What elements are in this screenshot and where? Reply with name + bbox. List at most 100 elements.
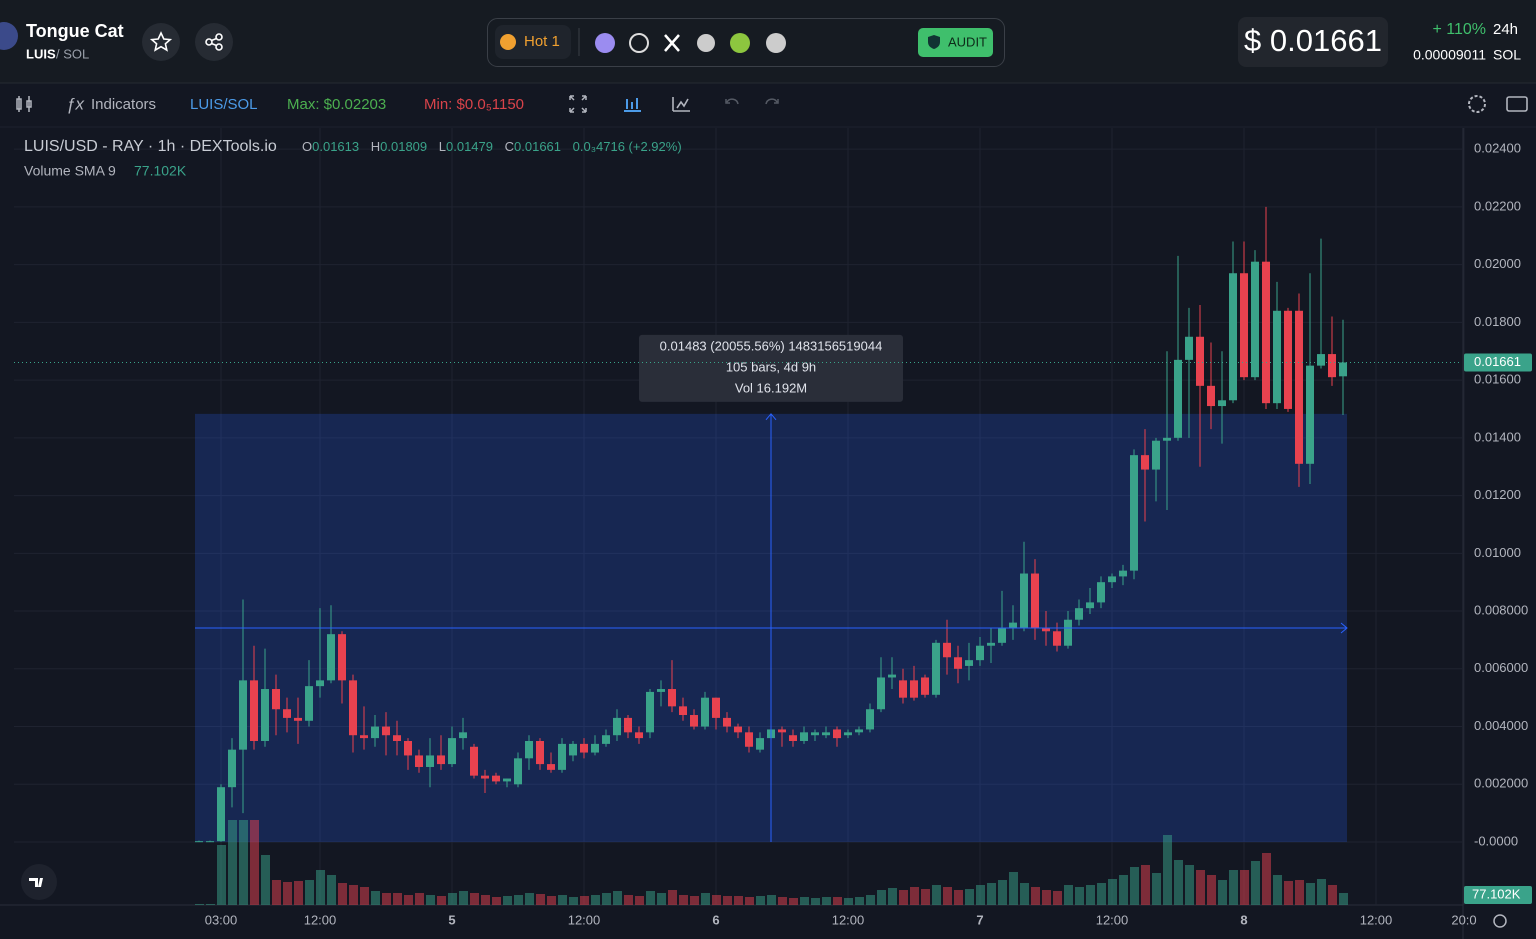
ohlc-legend: O0.01613 H0.01809 L0.01479 C0.01661 0.0₃… — [302, 139, 682, 154]
volume-bar — [294, 881, 303, 905]
volume-bar — [1020, 883, 1029, 905]
candle-body — [404, 740, 412, 756]
y-tick-label: -0.0000 — [1474, 833, 1518, 848]
candle-body — [1053, 631, 1061, 646]
volume-bar — [1328, 885, 1337, 905]
candle-body — [943, 642, 951, 658]
x-tick-label: 5 — [448, 912, 455, 927]
candle-body — [998, 628, 1006, 643]
measure-text: 105 bars, 4d 9h — [726, 359, 816, 374]
x-tick-label: 8 — [1240, 912, 1247, 927]
candle-body — [591, 743, 599, 753]
volume-bar — [690, 896, 699, 905]
volume-bar — [580, 896, 589, 905]
chart-type-icon[interactable] — [16, 96, 32, 112]
candle-body — [932, 642, 940, 695]
x-tick-label: 12:00 — [1360, 912, 1393, 927]
max-price: Max: $0.02203 — [287, 96, 386, 113]
undo-icon[interactable] — [725, 98, 739, 105]
volume-bar — [448, 893, 457, 905]
volume-bar — [668, 890, 677, 905]
volume-bar — [822, 897, 831, 905]
candle-body — [844, 732, 852, 736]
fx-icon[interactable]: ƒx — [66, 94, 84, 113]
camera-icon[interactable] — [1506, 96, 1528, 112]
audit-button[interactable]: AUDIT — [918, 28, 993, 57]
volume-bar — [745, 897, 754, 905]
volume-bar — [1031, 887, 1040, 905]
measure-arrow — [765, 413, 777, 421]
volume-bar — [1295, 880, 1304, 905]
redo-icon[interactable] — [765, 98, 779, 105]
candle-body — [822, 732, 830, 736]
candle-body — [228, 749, 236, 788]
compare-icon[interactable] — [672, 97, 690, 112]
candle-body — [745, 732, 753, 747]
volume-bar — [195, 904, 204, 905]
candle-body — [855, 729, 863, 733]
candle-body — [1163, 437, 1171, 441]
candle-body — [954, 657, 962, 669]
settings-icon[interactable] — [1468, 95, 1486, 113]
volume-bar — [1119, 875, 1128, 905]
hot-badge[interactable]: Hot 1 — [495, 25, 571, 59]
x-tick-label: 12:00 — [304, 912, 337, 927]
legend-high: 0.01809 — [380, 139, 427, 154]
y-tick-label: 0.02200 — [1474, 198, 1521, 213]
volume-bar — [481, 895, 490, 905]
volume-bar — [943, 887, 952, 905]
volume-bar — [349, 885, 358, 905]
hot-label: Hot 1 — [524, 33, 560, 50]
x-tick-label: 20:0 — [1451, 912, 1476, 927]
candle-body — [294, 717, 302, 721]
volume-bar — [1053, 891, 1062, 905]
candle-body — [987, 642, 995, 646]
volume-bar — [888, 888, 897, 905]
volume-bar — [723, 896, 732, 905]
volume-bar — [437, 896, 446, 905]
candle-body — [1119, 570, 1127, 577]
tradingview-logo[interactable] — [21, 864, 57, 900]
legend-title: LUIS/USD - RAY · 1h · DEXTools.io — [24, 138, 277, 155]
volume-bar — [239, 820, 248, 905]
volume-bar — [712, 895, 721, 905]
volume-bar — [855, 897, 864, 905]
fullscreen-icon[interactable] — [569, 95, 587, 113]
price-box — [1238, 17, 1388, 67]
candle-body — [470, 746, 478, 776]
axis-settings-icon[interactable] — [1493, 914, 1507, 928]
volume-bar — [459, 891, 468, 905]
volume-bar — [756, 896, 765, 905]
social-icons[interactable] — [595, 33, 786, 53]
indicators-button[interactable]: Indicators — [91, 96, 156, 113]
volume-bar — [613, 891, 622, 905]
candle-body — [1009, 622, 1017, 629]
volume-bar — [1097, 883, 1106, 905]
volume-bar — [1306, 883, 1315, 905]
candle-body — [360, 735, 368, 739]
volume-bar — [415, 893, 424, 905]
volume-bar — [360, 887, 369, 905]
volume-bar — [1218, 880, 1227, 905]
candle-body — [569, 743, 577, 756]
volume-bar — [514, 895, 523, 905]
candle-body — [195, 841, 203, 843]
volume-bar — [954, 890, 963, 905]
candle-body — [1042, 628, 1050, 632]
volume-bar — [1273, 875, 1282, 905]
volume-bar — [877, 890, 886, 905]
min-price: Min: $0.0₅1150 — [424, 96, 524, 113]
legend-low: 0.01479 — [446, 139, 493, 154]
share-button[interactable] — [195, 23, 233, 61]
favorite-button[interactable] — [142, 23, 180, 61]
volume-bar — [987, 883, 996, 905]
volume-bar — [602, 893, 611, 905]
candle-body — [250, 680, 258, 741]
plot: 03:00 12:00 5 12:00 6 12:00 7 12:00 8 12:00 20:0 0.… — [14, 128, 1532, 927]
pair-button[interactable]: LUIS/SOL — [190, 96, 258, 113]
bars-icon[interactable] — [624, 98, 641, 112]
y-tick-label: 0.008000 — [1474, 602, 1528, 617]
candle-body — [1251, 261, 1259, 378]
volume-bar — [833, 897, 842, 905]
